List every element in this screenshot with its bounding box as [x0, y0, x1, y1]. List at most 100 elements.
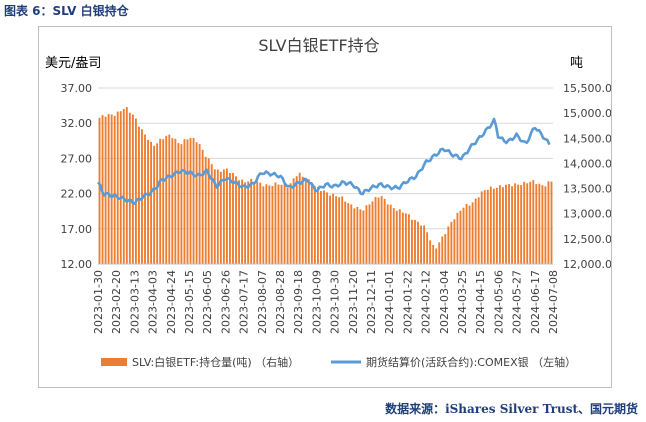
- holdings-bar: [235, 176, 237, 264]
- holdings-bar: [471, 202, 474, 264]
- holdings-bar: [362, 210, 365, 264]
- x-tick-label: 2023-10-30: [329, 270, 342, 334]
- holdings-bar: [313, 186, 316, 264]
- holdings-bar: [256, 181, 259, 264]
- holdings-bar: [517, 184, 520, 264]
- x-tick-label: 2023-08-28: [274, 270, 287, 334]
- holdings-bar: [225, 168, 228, 264]
- holdings-bar: [489, 186, 492, 264]
- holdings-bar: [326, 192, 328, 264]
- holdings-bar: [383, 198, 386, 264]
- holdings-bar: [329, 195, 331, 264]
- right-tick-label: 13,000.00: [563, 208, 611, 221]
- holdings-bar: [165, 135, 168, 264]
- holdings-bar: [253, 181, 256, 264]
- chart-frame: SLV白银ETF持仓 美元/盎司 吨 12.00 17.00 22.00 27.00 3…: [38, 26, 612, 388]
- holdings-bar: [429, 240, 432, 264]
- holdings-bar: [462, 207, 465, 264]
- holdings-bar: [529, 181, 532, 264]
- x-tick-label: 2024-05-06: [492, 270, 505, 334]
- holdings-bar: [150, 141, 153, 264]
- holdings-bar: [180, 144, 183, 264]
- holdings-bar: [320, 191, 322, 264]
- holdings-bar: [119, 111, 122, 265]
- x-tick-label: 2023-01-30: [92, 270, 105, 334]
- holdings-bar: [423, 225, 426, 264]
- holdings-bar: [156, 143, 159, 264]
- holdings-bar: [414, 219, 416, 264]
- holdings-bar: [204, 156, 207, 264]
- holdings-bar: [435, 248, 438, 264]
- holdings-bar: [301, 176, 304, 264]
- holdings-bar: [144, 134, 146, 264]
- left-tick-label: 22.00: [61, 188, 93, 201]
- holdings-bar: [222, 169, 225, 264]
- holdings-bar: [486, 189, 489, 264]
- holdings-bar: [110, 114, 113, 265]
- holdings-bar: [417, 221, 419, 264]
- line-series-comex-silver: [97, 117, 551, 205]
- holdings-bar: [177, 143, 180, 264]
- holdings-bar: [347, 203, 350, 264]
- left-tick-label: 12.00: [61, 258, 93, 271]
- holdings-bar: [250, 178, 253, 264]
- holdings-bar: [407, 214, 410, 264]
- holdings-bar: [192, 137, 195, 264]
- holdings-bar: [514, 183, 517, 264]
- x-tick-label: 2023-12-11: [365, 270, 378, 334]
- holdings-bar: [420, 225, 422, 264]
- holdings-bar: [268, 185, 271, 264]
- right-tick-label: 12,000.00: [563, 258, 611, 271]
- right-axis: 12,000.00 12,500.00 13,000.00 13,500.00 14,0…: [563, 82, 611, 271]
- holdings-bar: [98, 117, 101, 264]
- holdings-bar: [444, 234, 447, 264]
- x-tick-label: 2024-03-25: [456, 270, 469, 334]
- holdings-bar: [238, 180, 240, 264]
- holdings-bar: [480, 191, 483, 264]
- holdings-bar: [398, 209, 401, 264]
- holdings-bar: [511, 186, 513, 264]
- holdings-bar: [368, 204, 371, 264]
- x-tick-label: 2024-02-12: [420, 270, 433, 334]
- holdings-bar: [134, 118, 137, 265]
- holdings-bar: [495, 187, 498, 264]
- holdings-bar: [335, 196, 338, 264]
- holdings-bar: [374, 197, 377, 264]
- holdings-bar: [280, 184, 283, 264]
- holdings-bar: [520, 185, 523, 264]
- holdings-bar: [259, 182, 262, 264]
- x-tick-label: 2024-03-04: [438, 270, 451, 334]
- x-tick-label: 2023-04-03: [147, 270, 160, 334]
- holdings-bar: [201, 149, 204, 264]
- holdings-bar: [125, 107, 128, 264]
- x-tick-label: 2023-06-26: [219, 270, 232, 334]
- x-tick-label: 2023-07-17: [238, 270, 251, 334]
- holdings-bar: [323, 190, 325, 264]
- holdings-bar: [183, 139, 186, 264]
- holdings-bar: [107, 113, 110, 264]
- left-tick-label: 32.00: [61, 117, 93, 130]
- x-tick-label: 2023-09-18: [292, 270, 305, 334]
- holdings-bar: [298, 172, 301, 264]
- legend-line-label: 期货结算价(活跃合约):COMEX银 （左轴）: [366, 355, 576, 369]
- left-axis-unit: 美元/盎司: [45, 56, 101, 71]
- left-tick-label: 27.00: [61, 152, 93, 165]
- holdings-bar: [526, 183, 529, 264]
- holdings-bar: [404, 213, 407, 264]
- holdings-bar: [350, 204, 353, 264]
- right-tick-label: 14,500.00: [563, 132, 611, 145]
- left-axis: 12.00 17.00 22.00 27.00 32.00 37.00: [61, 82, 93, 271]
- x-tick-label: 2024-05-27: [511, 270, 524, 334]
- x-tick-label: 2023-06-05: [201, 270, 214, 334]
- holdings-bar: [104, 116, 107, 264]
- right-tick-label: 13,500.00: [563, 183, 611, 196]
- legend-bar-label: SLV:白银ETF:持仓量(吨) （右轴）: [132, 355, 299, 369]
- holdings-bar: [338, 197, 341, 264]
- holdings-bar: [316, 186, 319, 264]
- holdings-bar: [505, 184, 507, 264]
- holdings-bar: [241, 179, 244, 264]
- holdings-bar: [377, 197, 380, 264]
- holdings-bar: [122, 108, 125, 264]
- holdings-bar: [262, 186, 265, 264]
- holdings-bar: [411, 219, 413, 264]
